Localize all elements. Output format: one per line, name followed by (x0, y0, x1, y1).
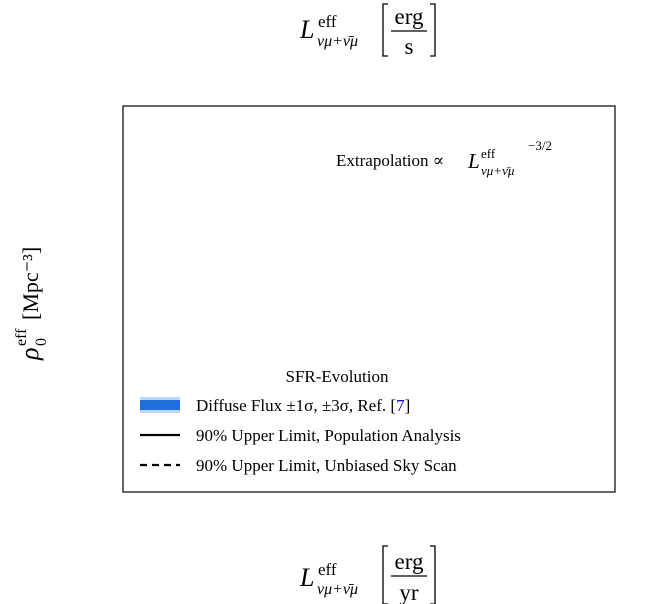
label-sub: νμ+ν̄μ (317, 33, 358, 50)
legend-text-part: 7 (396, 396, 405, 415)
label-symbol: L (299, 563, 314, 592)
legend-title: SFR-Evolution (286, 367, 389, 386)
annotation-sup: eff (481, 146, 496, 161)
label-symbol: L (299, 15, 314, 44)
annotation-symbol: L (467, 149, 480, 173)
label-symbol: ρ (15, 348, 44, 361)
label-sub: νμ+ν̄μ (317, 581, 358, 598)
bracket (382, 545, 436, 604)
unit-num: erg (395, 549, 424, 574)
label-sup: eff (13, 328, 30, 346)
annotation-sub: νμ+ν̄μ (481, 163, 515, 178)
legend-text-part: Diffuse Flux ±1σ, ±3σ, Ref. [ (196, 396, 396, 415)
bracket (382, 3, 436, 57)
legend-label: 90% Upper Limit, Population Analysis (196, 426, 461, 445)
label-sup: eff (318, 12, 337, 31)
legend-text-part: ] (405, 396, 411, 415)
legend-label: 90% Upper Limit, Unbiased Sky Scan (196, 456, 457, 475)
legend-swatch (140, 400, 180, 410)
annotation-text: Extrapolation ∝ (336, 151, 444, 170)
label-sub: 0 (33, 338, 50, 346)
unit-den: yr (399, 580, 419, 604)
plot-frame (122, 105, 616, 493)
legend-label: Diffuse Flux ±1σ, ±3σ, Ref. [7] (196, 396, 410, 415)
unit-den: s (405, 34, 414, 59)
label-unit: [Mpc⁻³] (18, 247, 43, 320)
annotation-power: −3/2 (528, 138, 552, 153)
label-sup: eff (318, 560, 337, 579)
unit-num: erg (395, 4, 424, 29)
